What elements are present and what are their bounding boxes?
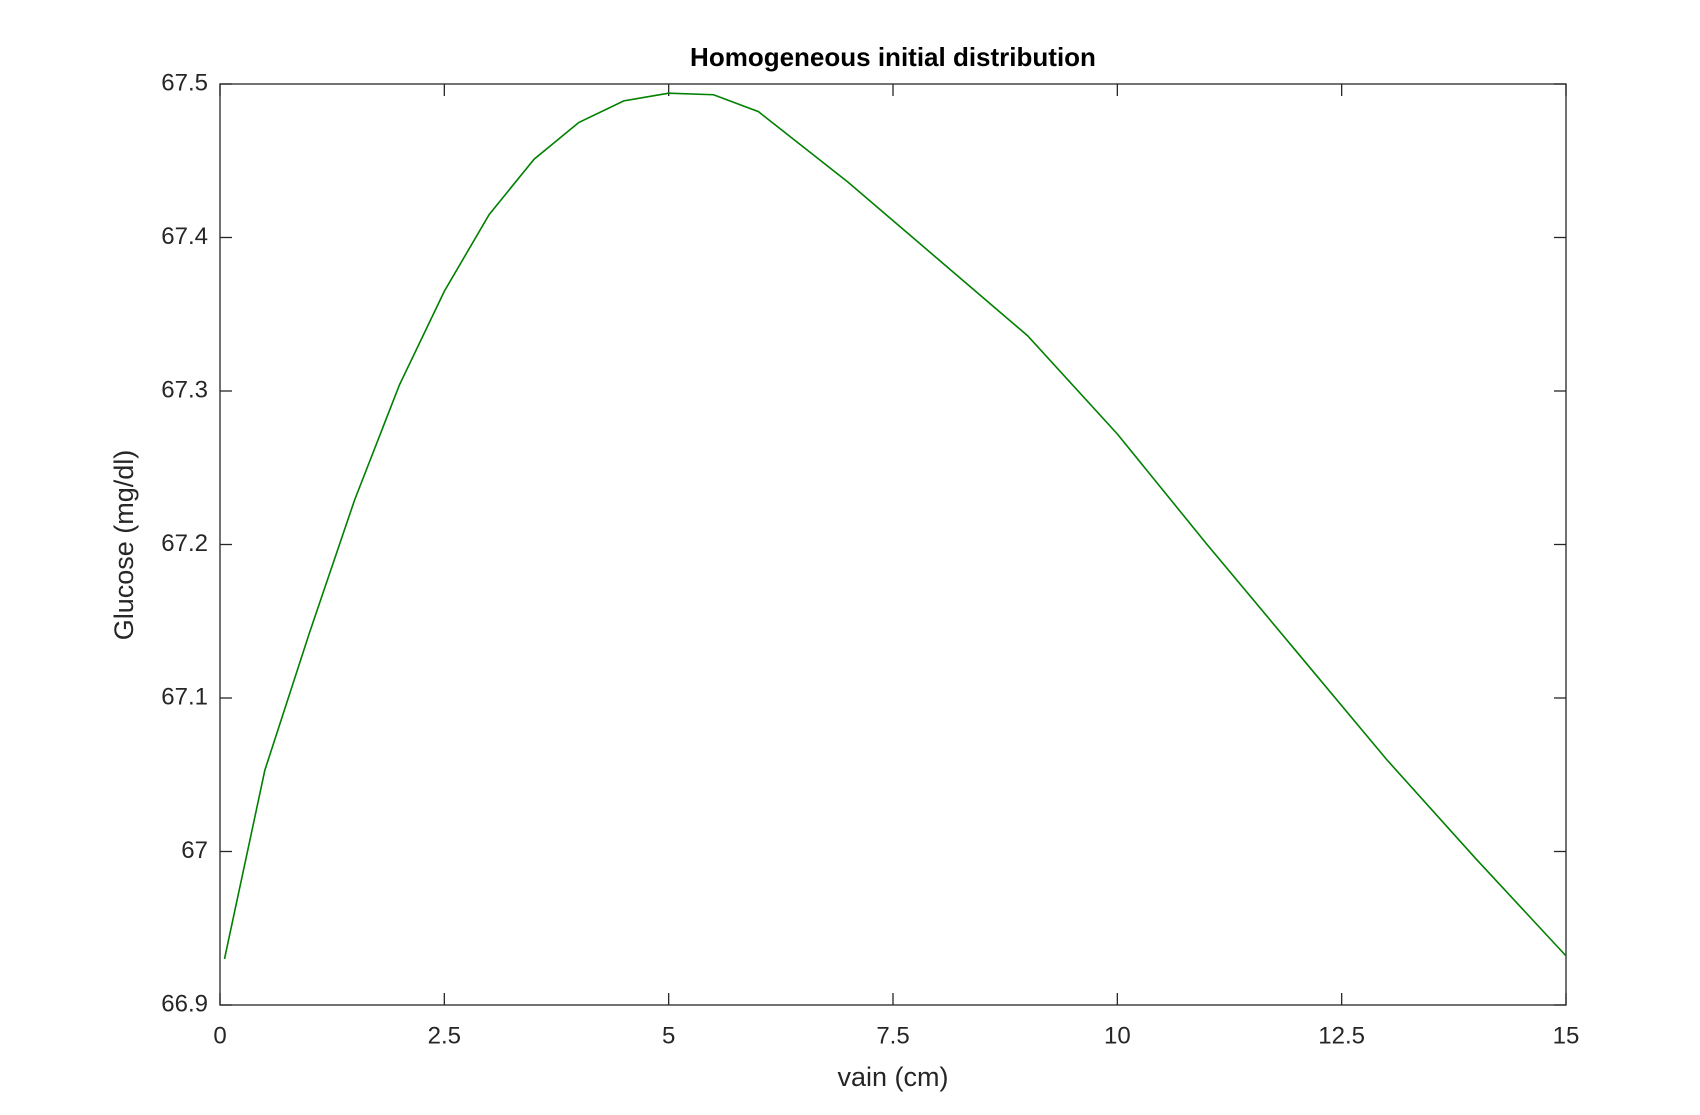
x-tick-label: 7.5 bbox=[876, 1022, 909, 1049]
y-tick-label: 67.1 bbox=[161, 683, 208, 710]
x-tick-label: 12.5 bbox=[1318, 1022, 1365, 1049]
x-tick-label: 15 bbox=[1553, 1022, 1580, 1049]
y-tick-label: 67.5 bbox=[161, 69, 208, 96]
chart-title: Homogeneous initial distribution bbox=[690, 42, 1096, 72]
x-tick-label: 0 bbox=[213, 1022, 226, 1049]
x-tick-label: 10 bbox=[1104, 1022, 1131, 1049]
y-tick-label: 67.4 bbox=[161, 223, 208, 250]
y-axis-label: Glucose (mg/dl) bbox=[109, 450, 139, 641]
y-tick-label: 66.9 bbox=[161, 990, 208, 1017]
y-tick-label: 67.3 bbox=[161, 376, 208, 403]
x-tick-label: 5 bbox=[662, 1022, 675, 1049]
x-axis-label: vain (cm) bbox=[837, 1062, 948, 1092]
y-tick-label: 67.2 bbox=[161, 530, 208, 557]
y-tick-label: 67 bbox=[181, 837, 208, 864]
data-line bbox=[223, 92, 1567, 960]
x-tick-label: 2.5 bbox=[428, 1022, 461, 1049]
